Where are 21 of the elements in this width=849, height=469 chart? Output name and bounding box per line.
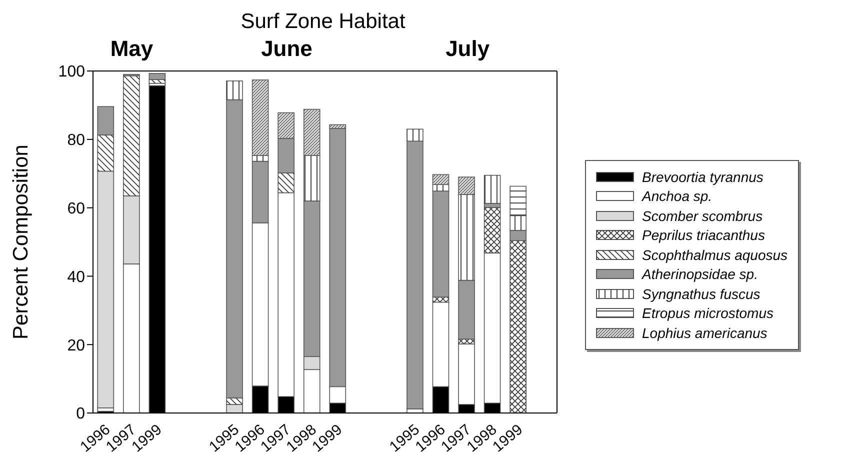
legend-label: Atherinopsidae sp. [642, 266, 758, 282]
chart-title: Surf Zone Habitat [240, 10, 406, 34]
y-tick-label: 60 [67, 200, 86, 218]
legend-label: Scophthalmus aquosus [642, 246, 788, 263]
text: June [260, 36, 314, 62]
y-axis-title: Percent Composition [9, 144, 32, 340]
legend-label: Scomber scombrus [642, 208, 763, 224]
bar [148, 72, 166, 80]
text: May [109, 36, 154, 62]
legend-label: Brevoortia tyrannus [642, 168, 764, 185]
y-tick-label: 80 [67, 132, 86, 150]
y-tick-label: 40 [67, 268, 86, 286]
legend-label: Peprilus triacanthus [642, 227, 765, 244]
legend-label: Lophius americanus [642, 324, 768, 341]
y-tick-label: 0 [76, 406, 86, 423]
legend-label: Syngnathus fuscus [642, 286, 760, 302]
legend-label: Anchoa sp. [642, 188, 712, 204]
text: July [444, 36, 491, 62]
y-tick-label: 20 [67, 337, 86, 354]
y-tick-label: 100 [58, 64, 86, 81]
legend-label: Etropus microstomus [642, 305, 774, 322]
